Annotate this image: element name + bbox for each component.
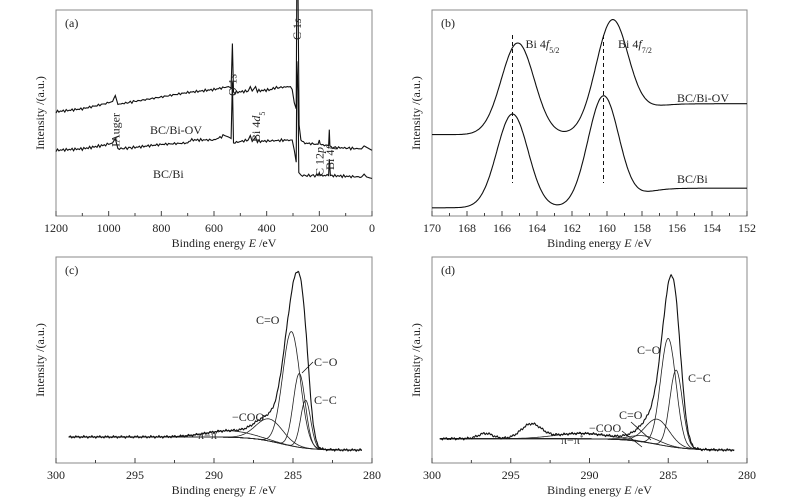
x-tick-label: 300	[423, 468, 441, 482]
component-label-c-c: C−C	[688, 371, 711, 385]
x-tick-label: 400	[258, 221, 276, 235]
panel-label: (d)	[441, 263, 455, 277]
peak-label-bi4f52: Bi 4f5/2	[526, 37, 560, 55]
x-tick-label: 600	[205, 221, 223, 235]
leader-arrow	[630, 421, 652, 441]
panel-label: (b)	[441, 16, 455, 30]
peak-label-o1s: O 1s	[225, 73, 239, 96]
x-tick-label: 1200	[44, 221, 68, 235]
component-label-c-double-o: C=O	[256, 313, 280, 327]
panel-a: 1200 1000 800 600 400 200 0 Binding energy E /e…	[33, 0, 375, 250]
peak-label-c12p: C 12p	[312, 147, 326, 176]
y-axis-title: Intensity /(a.u.)	[409, 76, 423, 150]
x-tick-label: 300	[47, 468, 65, 482]
x-axis-title: Binding energy E /eV	[172, 236, 277, 250]
peak-label-bi4d5: Bi 4d5	[249, 112, 267, 142]
leader-arrow	[301, 361, 314, 374]
component-label-pi-pi: π−π*	[561, 433, 584, 447]
panel-label: (c)	[65, 263, 78, 277]
x-tick-label: 152	[738, 221, 756, 235]
series-label-bc-bi-ov: BC/Bi-OV	[677, 91, 729, 105]
x-tick-label: 280	[738, 468, 756, 482]
x-tick-label: 295	[126, 468, 144, 482]
x-tick-label: 164	[528, 221, 546, 235]
x-tick-label: 154	[703, 221, 721, 235]
series-label-bc-bi-ov: BC/Bi-OV	[150, 123, 202, 137]
plot-frame	[55, 9, 373, 217]
series-line-bc-bi	[55, 61, 373, 180]
x-tick-label: 285	[284, 468, 302, 482]
x-tick-label: 290	[205, 468, 223, 482]
x-tick-label: 290	[581, 468, 599, 482]
component-label-c-c: C−C	[314, 393, 337, 407]
series-line-bc-bi-ov	[432, 19, 747, 136]
component-label-pi-pi: π−π*	[198, 428, 221, 442]
y-axis-title: Intensity /(a.u.)	[33, 323, 47, 397]
panel-d: 300 295 290 285 280 Binding energy E /eV Inten…	[409, 256, 756, 497]
component-c-o	[439, 418, 735, 451]
x-tick-label: 0	[369, 221, 375, 235]
component-label-c-o: C−O	[637, 343, 661, 357]
peak-label-bi4f72: Bi 4f7/2	[618, 37, 652, 55]
envelope-line	[439, 273, 735, 452]
component-label-coo: −COO	[232, 410, 264, 424]
y-axis-title: Intensity /(a.u.)	[409, 323, 423, 397]
x-tick-label: 800	[152, 221, 170, 235]
peak-label-c1s: C 1s	[290, 18, 304, 40]
x-tick-label: 170	[423, 221, 441, 235]
peak-label-bi4f: Bi 4f	[323, 145, 337, 170]
envelope-line	[68, 270, 362, 453]
panel-b: 170 168 166 164 162 160 158 156 154 152 Binding en…	[409, 9, 756, 250]
x-axis-title: Binding energy E /eV	[172, 483, 277, 497]
component-label-c-double-o: C=O	[619, 408, 643, 422]
x-tick-label: 280	[363, 468, 381, 482]
x-tick-label: 160	[598, 221, 616, 235]
panel-label: (a)	[65, 16, 78, 30]
x-axis-title: Binding energy E /eV	[547, 483, 652, 497]
series-line-bc-bi-ov	[55, 0, 373, 151]
x-tick-label: 285	[659, 468, 677, 482]
x-tick-label: 168	[458, 221, 476, 235]
series-label-bc-bi: BC/Bi	[153, 167, 184, 181]
x-tick-label: 295	[502, 468, 520, 482]
x-tick-label: 158	[633, 221, 651, 235]
component-label-c-o: C−O	[314, 355, 338, 369]
peak-label-auger: IAuger	[108, 113, 122, 147]
x-tick-label: 162	[563, 221, 581, 235]
x-axis-title: Binding energy E /eV	[547, 236, 652, 250]
panel-c: 300 295 290 285 280 Binding energy E /eV Inten…	[33, 256, 381, 497]
x-tick-label: 200	[310, 221, 328, 235]
x-tick-label: 156	[668, 221, 686, 235]
leader-arrow	[621, 430, 643, 448]
y-axis-title: Intensity /(a.u.)	[33, 76, 47, 150]
series-line-bc-bi	[432, 95, 747, 209]
x-tick-label: 166	[493, 221, 511, 235]
series-label-bc-bi: BC/Bi	[677, 172, 708, 186]
component-label-coo: −COO	[589, 421, 621, 435]
component-c-c	[68, 399, 362, 451]
x-tick-label: 1000	[97, 221, 121, 235]
